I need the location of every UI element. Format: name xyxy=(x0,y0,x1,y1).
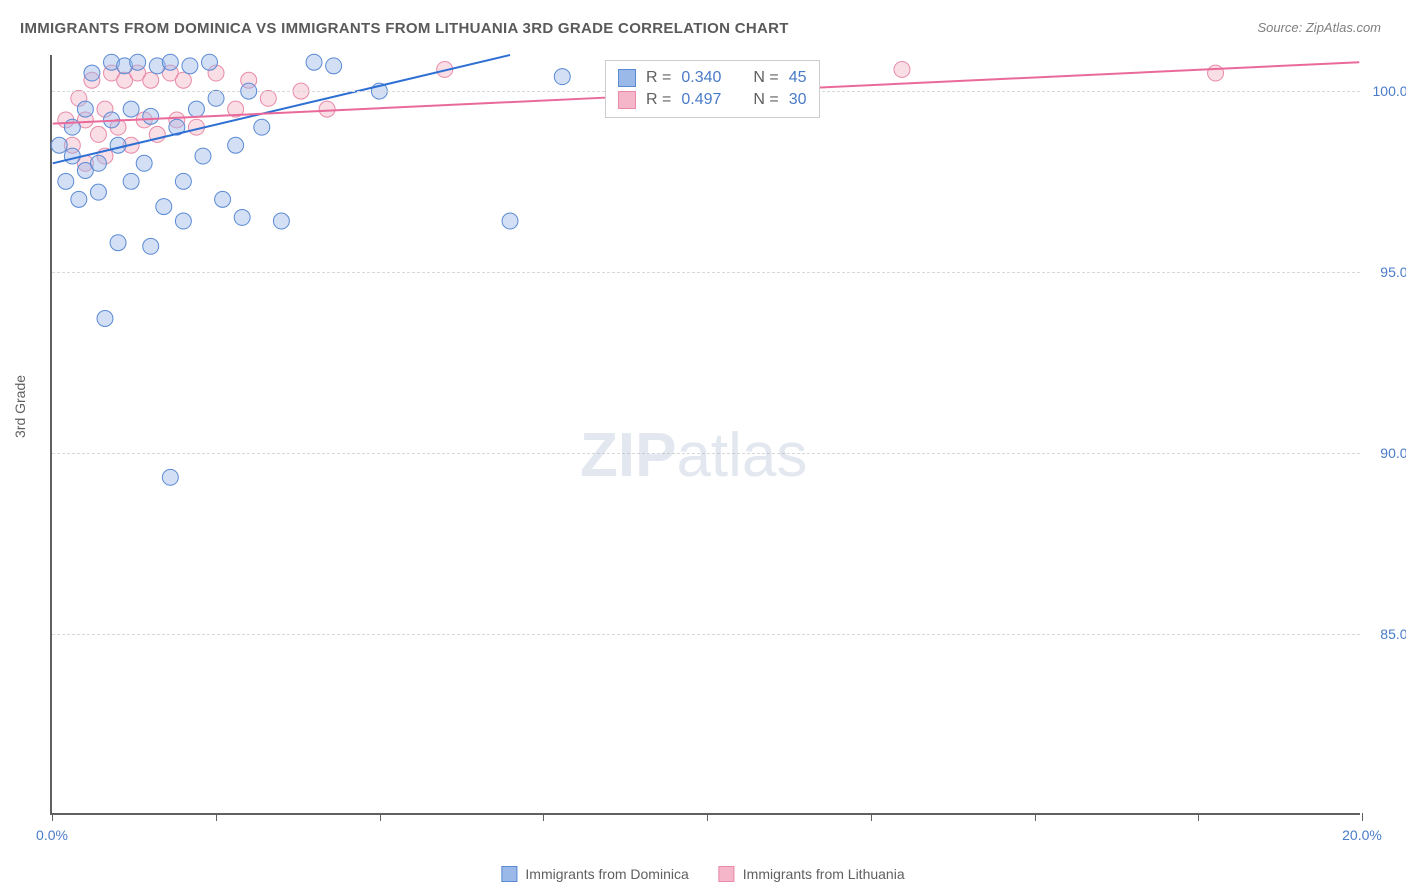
scatter-point xyxy=(202,54,218,70)
stats-n-value-1: 45 xyxy=(789,69,807,87)
scatter-point xyxy=(136,155,152,171)
legend-item-2: Immigrants from Lithuania xyxy=(719,866,905,882)
scatter-point xyxy=(71,191,87,207)
scatter-point xyxy=(175,213,191,229)
y-tick-label: 100.0% xyxy=(1365,83,1406,99)
y-tick-label: 85.0% xyxy=(1365,626,1406,642)
scatter-point xyxy=(162,469,178,485)
scatter-point xyxy=(90,184,106,200)
scatter-point xyxy=(502,213,518,229)
stats-swatch-1 xyxy=(618,69,636,87)
scatter-point xyxy=(77,101,93,117)
scatter-point xyxy=(326,58,342,74)
y-axis-label: 3rd Grade xyxy=(12,375,28,438)
legend-label-1: Immigrants from Dominica xyxy=(525,866,688,882)
gridline xyxy=(52,634,1360,635)
scatter-point xyxy=(273,213,289,229)
x-tick xyxy=(871,813,872,821)
legend-swatch-1 xyxy=(501,866,517,882)
stats-swatch-2 xyxy=(618,91,636,109)
stats-r-value-2: 0.497 xyxy=(681,91,721,109)
source-label: Source: ZipAtlas.com xyxy=(1257,20,1381,35)
scatter-point xyxy=(110,235,126,251)
x-tick xyxy=(1035,813,1036,821)
scatter-point xyxy=(554,69,570,85)
x-tick xyxy=(52,813,53,821)
scatter-point xyxy=(175,72,191,88)
gridline xyxy=(52,453,1360,454)
scatter-svg xyxy=(52,55,1360,813)
stats-r-label-1: R = xyxy=(646,69,671,87)
legend-label-2: Immigrants from Lithuania xyxy=(743,866,905,882)
scatter-point xyxy=(97,311,113,327)
stats-row-2: R = 0.497 N = 30 xyxy=(618,89,807,111)
legend-swatch-2 xyxy=(719,866,735,882)
scatter-point xyxy=(208,90,224,106)
scatter-point xyxy=(64,148,80,164)
scatter-point xyxy=(123,101,139,117)
scatter-point xyxy=(143,72,159,88)
plot-area: 85.0%90.0%95.0%100.0%0.0%20.0% xyxy=(50,55,1360,815)
scatter-point xyxy=(175,173,191,189)
legend-bottom: Immigrants from Dominica Immigrants from… xyxy=(501,866,904,882)
stats-n-label-1: N = xyxy=(753,69,778,87)
scatter-point xyxy=(182,58,198,74)
scatter-point xyxy=(260,90,276,106)
y-tick-label: 90.0% xyxy=(1365,445,1406,461)
y-tick-label: 95.0% xyxy=(1365,264,1406,280)
x-tick xyxy=(216,813,217,821)
x-tick xyxy=(707,813,708,821)
stats-r-value-1: 0.340 xyxy=(681,69,721,87)
scatter-point xyxy=(110,137,126,153)
scatter-point xyxy=(228,137,244,153)
stats-row-1: R = 0.340 N = 45 xyxy=(618,67,807,89)
scatter-point xyxy=(162,54,178,70)
scatter-point xyxy=(143,238,159,254)
stats-legend-box: R = 0.340 N = 45 R = 0.497 N = 30 xyxy=(605,60,820,118)
x-tick xyxy=(380,813,381,821)
scatter-point xyxy=(1208,65,1224,81)
scatter-point xyxy=(894,61,910,77)
x-tick xyxy=(1198,813,1199,821)
legend-item-1: Immigrants from Dominica xyxy=(501,866,688,882)
scatter-point xyxy=(156,199,172,215)
stats-r-label-2: R = xyxy=(646,91,671,109)
scatter-point xyxy=(306,54,322,70)
stats-n-label-2: N = xyxy=(753,91,778,109)
scatter-point xyxy=(188,101,204,117)
scatter-point xyxy=(215,191,231,207)
scatter-point xyxy=(84,65,100,81)
scatter-point xyxy=(90,155,106,171)
scatter-point xyxy=(195,148,211,164)
x-tick xyxy=(543,813,544,821)
scatter-point xyxy=(143,108,159,124)
scatter-point xyxy=(130,54,146,70)
scatter-point xyxy=(254,119,270,135)
x-tick xyxy=(1362,813,1363,821)
scatter-point xyxy=(123,173,139,189)
scatter-point xyxy=(51,137,67,153)
chart-title: IMMIGRANTS FROM DOMINICA VS IMMIGRANTS F… xyxy=(20,20,789,37)
scatter-point xyxy=(90,126,106,142)
stats-n-value-2: 30 xyxy=(789,91,807,109)
x-tick-label: 20.0% xyxy=(1342,827,1382,843)
scatter-point xyxy=(234,209,250,225)
x-tick-label: 0.0% xyxy=(36,827,68,843)
scatter-point xyxy=(58,173,74,189)
scatter-point xyxy=(319,101,335,117)
gridline xyxy=(52,272,1360,273)
